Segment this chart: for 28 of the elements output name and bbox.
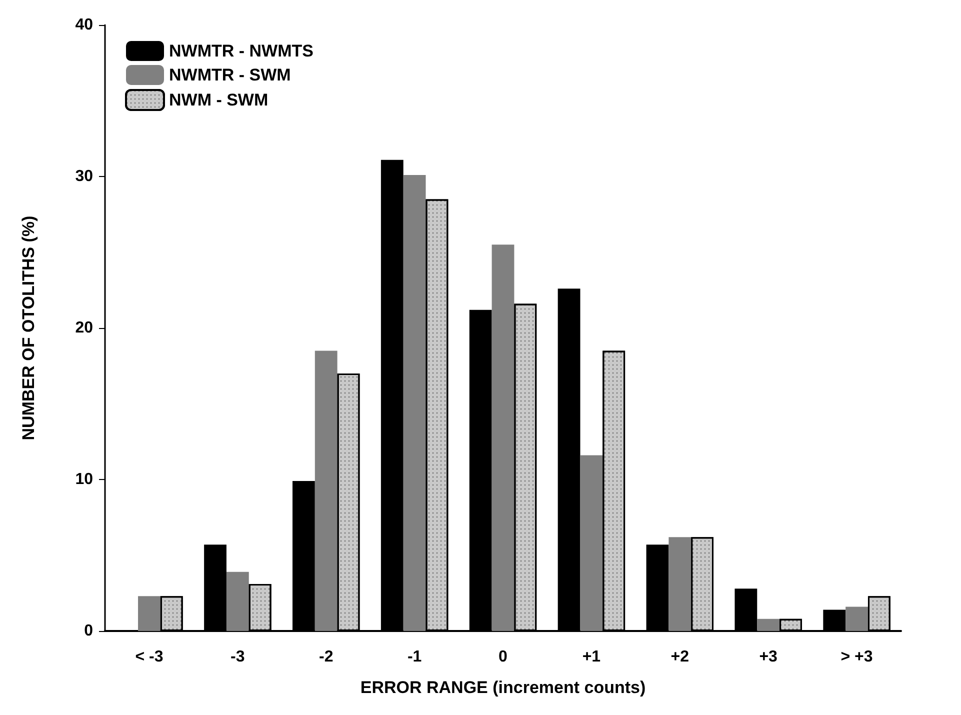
x-tick-label: 0 (498, 648, 508, 666)
bar (757, 618, 780, 631)
y-tick-label: 30 (75, 168, 94, 185)
legend-label: NWMTR - NWMTS (169, 42, 314, 60)
x-axis-title: ERROR RANGE (increment counts) (360, 678, 646, 697)
bar (846, 606, 868, 631)
x-tick-label: +2 (670, 648, 690, 666)
legend-label: NWM - SWM (169, 90, 268, 110)
y-tick-label: 10 (75, 471, 94, 488)
x-tick-label: +1 (582, 648, 601, 666)
bar (492, 244, 514, 631)
legend-label: NWMTR - SWM (169, 66, 291, 84)
y-tick-label: 20 (75, 320, 94, 336)
y-axis-title: NUMBER OF OTOLITHS (%) (19, 216, 38, 440)
bar (580, 455, 603, 631)
x-tick-label: < -3 (135, 648, 164, 666)
y-tick-label: 0 (84, 622, 94, 640)
bar (403, 174, 426, 631)
bar (668, 537, 692, 631)
x-tick-label: +3 (759, 648, 778, 666)
y-tick-label: 40 (75, 16, 94, 34)
bar (314, 350, 338, 631)
bar (226, 572, 249, 631)
x-tick-label: -2 (318, 648, 334, 666)
bar (138, 596, 160, 631)
x-tick-label: -1 (407, 648, 422, 666)
x-tick-label: -3 (230, 648, 245, 666)
x-tick-label: > +3 (840, 648, 873, 666)
